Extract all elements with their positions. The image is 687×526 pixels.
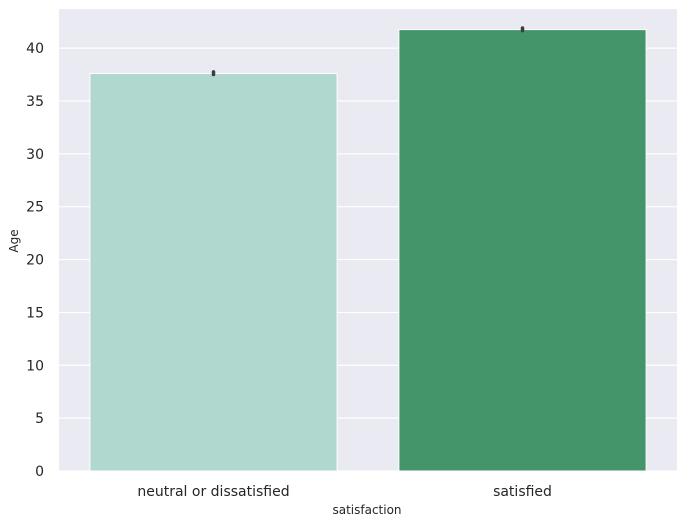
x-tick-label: satisfied — [493, 484, 552, 500]
y-tick-label: 5 — [35, 411, 44, 427]
x-tick-label: neutral or dissatisfied — [137, 484, 289, 500]
y-tick-labels: 0 5 10 15 20 25 30 35 40 — [26, 41, 44, 480]
x-axis-label: satisfaction — [332, 503, 401, 517]
x-tick-labels: neutral or dissatisfied satisfied — [137, 484, 552, 500]
error-bars — [211, 26, 525, 77]
y-tick-label: 20 — [26, 253, 44, 269]
y-tick-label: 0 — [35, 464, 44, 480]
bar-1 — [89, 72, 338, 472]
y-tick-label: 10 — [26, 358, 44, 374]
y-tick-label: 15 — [26, 305, 44, 321]
y-tick-label: 30 — [26, 147, 44, 163]
y-tick-label: 40 — [26, 41, 44, 57]
bar-2 — [398, 29, 647, 472]
y-tick-label: 35 — [26, 94, 44, 110]
y-axis-label: Age — [7, 229, 21, 252]
y-tick-label: 25 — [26, 200, 44, 216]
bars — [89, 29, 647, 472]
